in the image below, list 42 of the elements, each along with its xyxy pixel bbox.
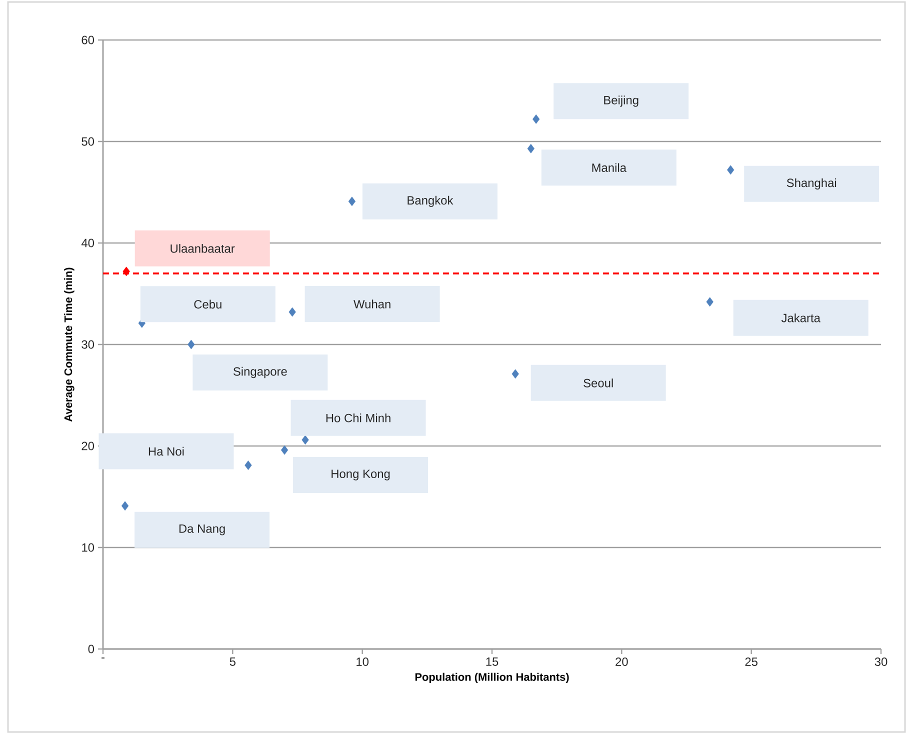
point <box>727 165 734 175</box>
point <box>244 460 252 470</box>
point <box>348 196 356 206</box>
annotation: Wuhan <box>354 300 390 308</box>
annotation: Ulaanbaatar <box>170 244 235 253</box>
annotation: Hong Kong <box>332 470 390 480</box>
y-tick-label: 20 <box>82 442 94 450</box>
point <box>188 340 195 350</box>
point <box>121 501 129 511</box>
annotation: Singapore <box>233 366 287 378</box>
annotation: Ha Noi <box>148 446 184 456</box>
x-axis-title: Population (Million Habitants) <box>415 672 569 684</box>
point <box>532 114 540 124</box>
point <box>280 445 288 455</box>
point <box>527 144 534 154</box>
x-tick-label: 20 <box>616 658 628 666</box>
annotation: Seoul <box>584 378 613 388</box>
y-tick-label: 40 <box>81 238 94 248</box>
x-tick-label: 25 <box>745 658 758 666</box>
y-tick-label: 10 <box>82 543 94 552</box>
annotation: Cebu <box>194 300 222 309</box>
y-tick-label: 0 <box>88 644 94 654</box>
x-tick-label: 30 <box>874 658 888 666</box>
x-tick-label: 10 <box>356 658 369 666</box>
point <box>288 307 296 317</box>
point <box>512 369 519 379</box>
x-tick-label: 5 <box>230 658 236 666</box>
annotation: Bangkok <box>408 196 454 207</box>
annotation: Da Nang <box>179 524 225 536</box>
point <box>122 266 130 276</box>
y-axis-title: Average Commute Time (min) <box>64 268 74 422</box>
annotation: Ho Chi Minh <box>326 414 390 422</box>
y-tick-label: 60 <box>82 36 94 44</box>
y-tick-label: 50 <box>82 137 94 146</box>
annotation: Jakarta <box>781 313 820 322</box>
point <box>706 297 714 307</box>
x-tick-label: 15 <box>486 658 498 666</box>
annotation: Beijing <box>604 96 638 107</box>
point <box>302 435 309 445</box>
y-tick-label: 30 <box>82 340 94 349</box>
annotation: Shanghai <box>786 178 836 190</box>
annotation: Manila <box>592 163 626 172</box>
